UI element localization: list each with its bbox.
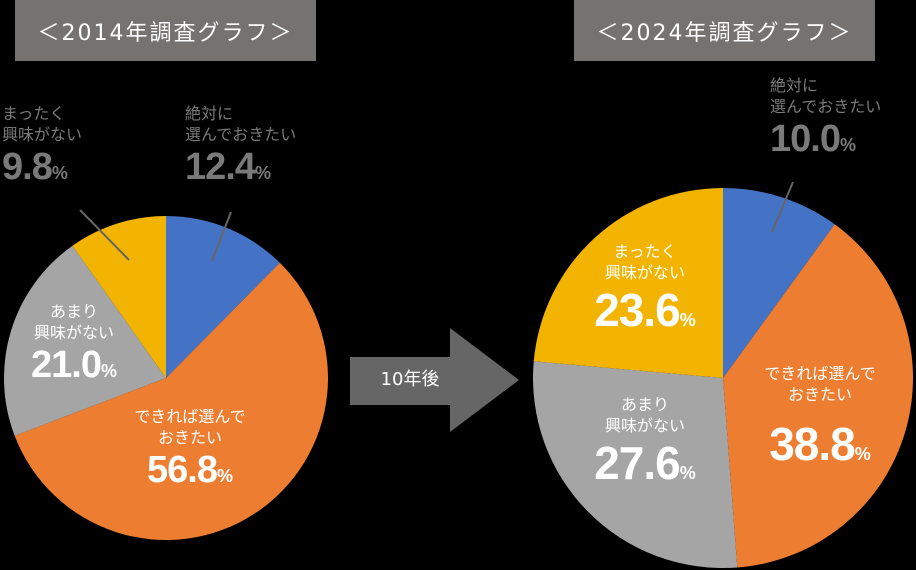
label-left-if-possible: できれば選んで おきたい 56.8% [110, 407, 270, 492]
label-right-if-possible: できれば選んで おきたい 38.8% [740, 364, 900, 470]
value: 21.0% [31, 343, 117, 386]
label-line1: 絶対に [770, 76, 819, 95]
value: 27.6% [594, 436, 696, 489]
value: 10.0% [770, 117, 856, 160]
label-right-not-much: あまり 興味がない 27.6% [570, 395, 720, 489]
pie-slice [723, 224, 913, 568]
label-line2: おきたい [787, 384, 852, 404]
label-line1: 絶対に [185, 104, 234, 123]
label-line2: 興味がない [2, 124, 83, 144]
label-line1: あまり [49, 302, 98, 321]
leader-line-left-definitely [211, 211, 232, 262]
label-line2: 興味がない [604, 415, 685, 435]
pie-slice [72, 216, 166, 378]
pie-2024 [533, 188, 913, 568]
value: 56.8% [147, 448, 233, 491]
pie-slice [166, 216, 280, 378]
label-line2: 選んでおきたい [185, 124, 297, 144]
label-line1: あまり [620, 395, 669, 414]
label-line2: 選んでおきたい [770, 96, 882, 116]
leader-line-left-not-at-all [79, 209, 130, 261]
pie-slice [533, 361, 738, 568]
value: 23.6% [594, 283, 696, 336]
pie-slice [533, 188, 723, 378]
label-line2: 興味がない [33, 322, 114, 342]
arrow-label: 10年後 [380, 369, 440, 390]
title-2014: ＜2014年調査グラフ＞ [15, 0, 316, 61]
pie-2014 [3, 216, 328, 540]
value: 12.4% [185, 145, 271, 188]
value: 38.8% [769, 417, 871, 470]
label-right-definitely: 絶対に 選んでおきたい 10.0% [770, 76, 881, 161]
arrow-shape [350, 328, 519, 432]
label-line1: まったく [613, 242, 677, 261]
pie-slice [723, 188, 835, 378]
pie-slice [3, 245, 166, 436]
label-left-definitely: 絶対に 選んでおきたい 12.4% [185, 104, 296, 189]
value: 9.8% [2, 145, 68, 188]
pie-slice [14, 262, 328, 540]
label-line2: おきたい [157, 427, 222, 447]
label-left-not-much: あまり 興味がない 21.0% [14, 302, 134, 387]
label-line1: できれば選んで [134, 407, 246, 426]
label-right-not-at-all: まったく 興味がない 23.6% [570, 242, 720, 336]
title-2024: ＜2024年調査グラフ＞ [574, 0, 875, 61]
label-line1: できれば選んで [764, 364, 876, 383]
leader-line-right-definitely [771, 181, 794, 233]
label-line2: 興味がない [604, 262, 685, 282]
label-line1: まったく [2, 104, 66, 123]
label-left-not-at-all: まったく 興味がない 9.8% [2, 104, 82, 189]
